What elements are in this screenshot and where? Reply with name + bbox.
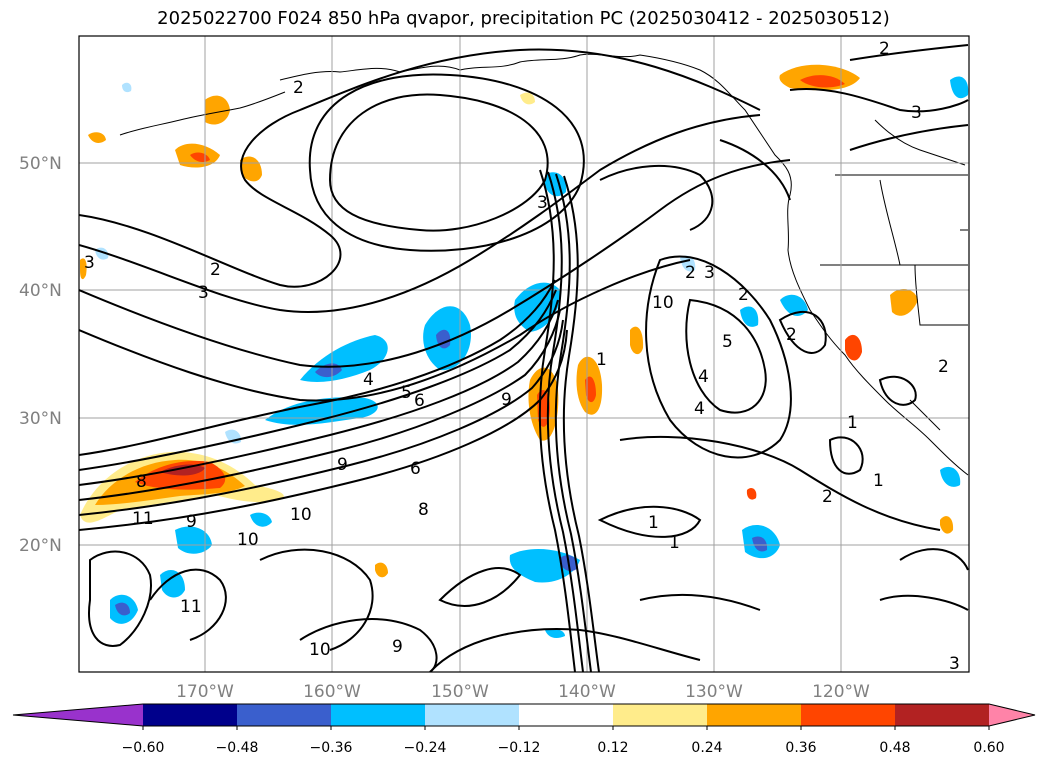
- chart-title: 2025022700 F024 850 hPa qvapor, precipit…: [157, 8, 890, 29]
- contour-label: 1: [669, 533, 680, 553]
- qvapor-contours: [79, 44, 969, 672]
- longitude-labels: 170°W 160°W 150°W 140°W 130°W 120°W: [176, 682, 870, 702]
- lat-label-20n: 20°N: [19, 536, 62, 556]
- contour-label: 9: [337, 455, 348, 475]
- contour-label: 3: [704, 263, 715, 283]
- colorbar-tick-label: −0.12: [498, 740, 541, 756]
- contour-label: 3: [84, 253, 95, 273]
- contour-label: 5: [722, 332, 733, 352]
- contour-labels: 2 3 2 3 4 5 6 9 8 11 9 10 6 8 9 10 3 1 1…: [84, 39, 960, 674]
- lon-label-170w: 170°W: [176, 682, 234, 702]
- colorbar-tick-label: −0.60: [122, 740, 165, 756]
- contour-label: 11: [132, 509, 154, 529]
- lat-label-50n: 50°N: [19, 154, 62, 174]
- latitude-labels: 50°N 40°N 30°N 20°N: [19, 154, 62, 556]
- contour-label: 6: [414, 391, 425, 411]
- contour-label: 2: [685, 263, 696, 283]
- contour-label: 1: [596, 350, 607, 370]
- contour-label: 6: [410, 459, 421, 479]
- colorbar-segment: [613, 704, 708, 726]
- contour-label: 10: [309, 640, 331, 660]
- contour-label: 10: [290, 505, 312, 525]
- colorbar-tick-label: 0.12: [597, 740, 628, 756]
- contour-label: 4: [363, 370, 374, 390]
- contour-label: 2: [938, 357, 949, 377]
- colorbar-extend-max: [989, 704, 1035, 726]
- lon-label-140w: 140°W: [558, 682, 616, 702]
- colorbar-segment: [707, 704, 802, 726]
- colorbar-tick-label: 0.36: [785, 740, 816, 756]
- contour-label: 10: [652, 293, 674, 313]
- colorbar-tick-label: 0.48: [879, 740, 910, 756]
- contour-label: 10: [237, 530, 259, 550]
- contour-label: 2: [210, 260, 221, 280]
- contour-label: 9: [392, 637, 403, 657]
- contour-label: 3: [537, 193, 548, 213]
- contour-label: 11: [180, 597, 202, 617]
- contour-label: 3: [911, 103, 922, 123]
- lon-label-130w: 130°W: [685, 682, 743, 702]
- contour-label: 2: [293, 78, 304, 98]
- colorbar-extend-min: [13, 704, 143, 726]
- contour-label: 3: [949, 654, 960, 674]
- contour-label: 1: [648, 513, 659, 533]
- contour-label: 9: [186, 512, 197, 532]
- colorbar-tick-label: −0.48: [216, 740, 259, 756]
- plot-frame: [78, 35, 970, 673]
- colorbar-segment: [895, 704, 990, 726]
- contour-label: 1: [873, 471, 884, 491]
- colorbar-segment: [519, 704, 614, 726]
- contour-label: 2: [879, 39, 890, 59]
- contour-label: 4: [698, 367, 709, 387]
- colorbar-segment: [331, 704, 426, 726]
- colorbar-tick-label: −0.36: [310, 740, 353, 756]
- contour-label: 8: [418, 500, 429, 520]
- colorbar-segment: [143, 704, 238, 726]
- contour-label: 1: [847, 413, 858, 433]
- contour-label: 4: [694, 399, 705, 419]
- colorbar-segment: [425, 704, 520, 726]
- colorbar-tick-label: 0.60: [973, 740, 1004, 756]
- positive-anomaly-shading: [80, 64, 954, 578]
- lon-label-120w: 120°W: [812, 682, 870, 702]
- contour-label: 2: [738, 285, 749, 305]
- colorbar-segment: [801, 704, 896, 726]
- lon-label-150w: 150°W: [431, 682, 489, 702]
- contour-label: 5: [401, 383, 412, 403]
- lon-label-160w: 160°W: [303, 682, 361, 702]
- colorbar-segment: [237, 704, 332, 726]
- contour-label: 9: [501, 390, 512, 410]
- lat-label-30n: 30°N: [19, 409, 62, 429]
- colorbar-tick-label: 0.24: [691, 740, 722, 756]
- colorbar-tick-label: −0.24: [404, 740, 447, 756]
- colorbar: −0.60 −0.48 −0.36 −0.24 −0.12 0.12 0.24 0.36 0.4…: [12, 703, 1036, 756]
- contour-label: 3: [198, 283, 209, 303]
- contour-label: 2: [786, 325, 797, 345]
- lat-label-40n: 40°N: [19, 281, 62, 301]
- contour-label: 8: [136, 472, 147, 492]
- contour-label: 2: [822, 487, 833, 507]
- graticule: [79, 36, 969, 672]
